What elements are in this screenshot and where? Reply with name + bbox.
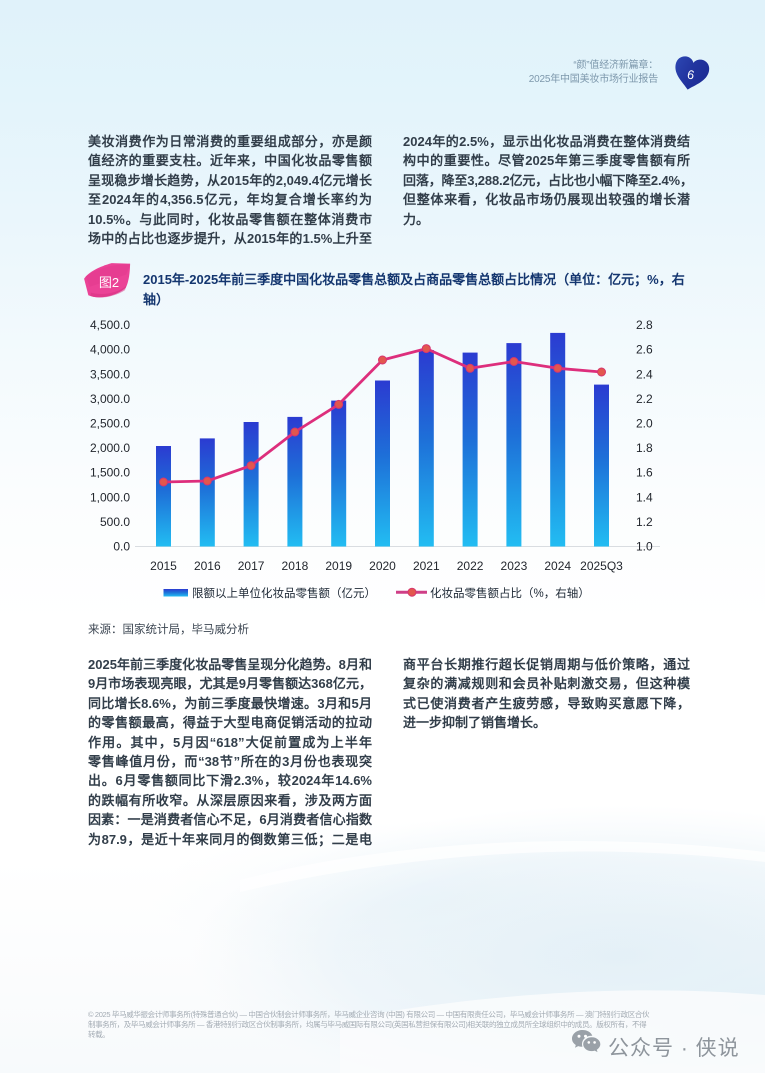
svg-text:1.4: 1.4 bbox=[636, 490, 653, 504]
svg-text:2,500.0: 2,500.0 bbox=[90, 417, 130, 431]
svg-text:2.6: 2.6 bbox=[636, 343, 653, 357]
svg-text:2,000.0: 2,000.0 bbox=[90, 441, 130, 455]
svg-text:2023: 2023 bbox=[501, 559, 528, 573]
svg-text:4,500.0: 4,500.0 bbox=[90, 318, 130, 332]
svg-text:2024: 2024 bbox=[544, 559, 571, 573]
svg-text:2017: 2017 bbox=[238, 559, 265, 573]
svg-text:2015: 2015 bbox=[150, 559, 177, 573]
svg-text:1,000.0: 1,000.0 bbox=[90, 490, 130, 504]
svg-text:化妆品零售额占比（%，右轴）: 化妆品零售额占比（%，右轴） bbox=[430, 586, 590, 600]
svg-text:2.2: 2.2 bbox=[636, 392, 653, 406]
svg-text:2016: 2016 bbox=[194, 559, 221, 573]
svg-text:1.8: 1.8 bbox=[636, 441, 653, 455]
svg-text:1.6: 1.6 bbox=[636, 466, 653, 480]
svg-text:3,500.0: 3,500.0 bbox=[90, 367, 130, 381]
svg-text:0.0: 0.0 bbox=[113, 540, 130, 554]
svg-text:2025Q3: 2025Q3 bbox=[580, 559, 623, 573]
svg-text:1.2: 1.2 bbox=[636, 515, 653, 529]
svg-text:2018: 2018 bbox=[282, 559, 309, 573]
svg-text:3,000.0: 3,000.0 bbox=[90, 392, 130, 406]
svg-text:6: 6 bbox=[686, 67, 696, 82]
svg-text:1.0: 1.0 bbox=[636, 540, 653, 554]
svg-text:2020: 2020 bbox=[369, 559, 396, 573]
svg-text:2.4: 2.4 bbox=[636, 367, 653, 381]
svg-text:限额以上单位化妆品零售额（亿元）: 限额以上单位化妆品零售额（亿元） bbox=[192, 586, 376, 600]
svg-text:2019: 2019 bbox=[325, 559, 352, 573]
svg-text:1,500.0: 1,500.0 bbox=[90, 466, 130, 480]
svg-text:2021: 2021 bbox=[413, 559, 440, 573]
svg-text:图2: 图2 bbox=[99, 275, 119, 290]
svg-text:2022: 2022 bbox=[457, 559, 484, 573]
svg-text:500.0: 500.0 bbox=[100, 515, 130, 529]
svg-text:2.8: 2.8 bbox=[636, 318, 653, 332]
svg-text:2.0: 2.0 bbox=[636, 417, 653, 431]
svg-text:4,000.0: 4,000.0 bbox=[90, 343, 130, 357]
